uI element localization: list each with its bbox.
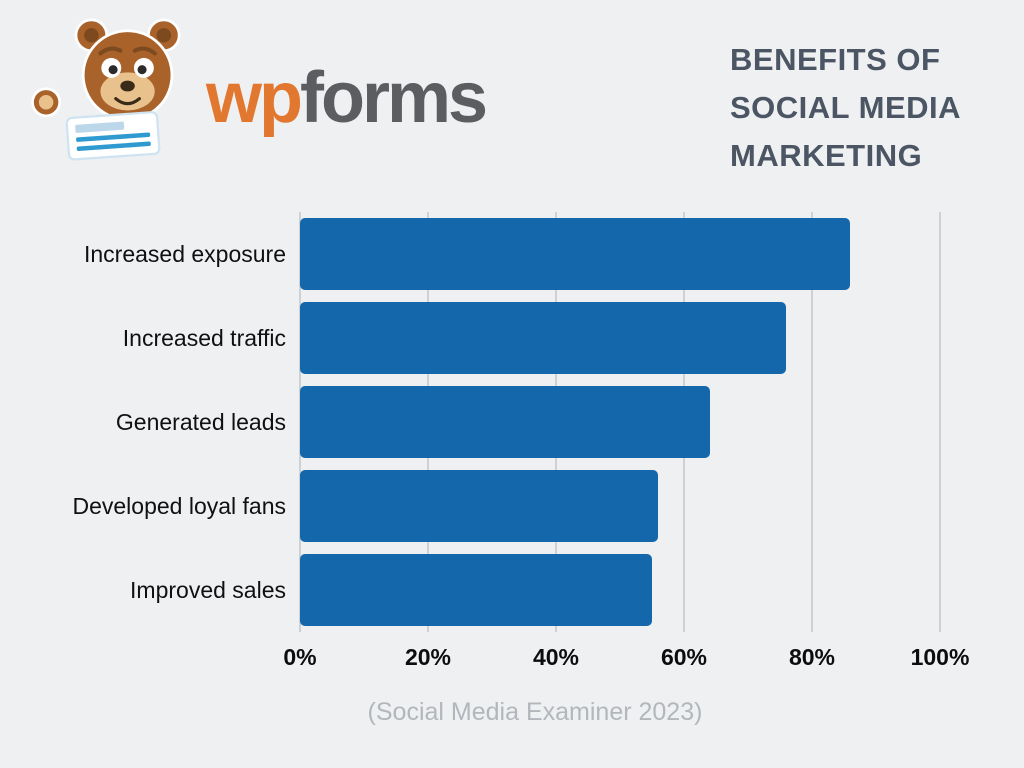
bar-developed-loyal-fans [300,470,659,542]
plot-area [299,212,941,632]
bar-row [300,380,940,464]
brand-wp-text: wp [206,57,303,138]
bar-row [300,548,940,632]
bar-row [300,296,940,380]
bar-row [300,464,940,548]
bars [300,212,940,632]
bear-mascot-icon [28,10,200,167]
brand-forms-text: forms [299,57,488,138]
category-label: Increased exposure [83,240,286,267]
x-tick-label: 20% [404,644,452,670]
bar-row [300,212,940,296]
gridline [811,212,813,632]
x-tick-label: 80% [788,644,836,670]
category-labels: Increased exposure Increased traffic Gener… [0,212,286,632]
x-tick-label: 100% [910,644,970,670]
category-label: Improved sales [130,576,286,603]
x-tick-label: 40% [532,644,580,670]
chart-title-line-3: MARKETING [730,138,923,173]
bar-increased-exposure [300,218,851,290]
category-label: Generated leads [115,408,286,435]
chart-title: BENEFITS OF SOCIAL MEDIA MARKETING [730,36,961,180]
category-label: Developed loyal fans [72,492,286,519]
category-label: Increased traffic [122,324,286,351]
x-axis: 0% 20% 40% 60% 80% 100% [283,644,969,676]
chart-title-line-2: SOCIAL MEDIA [730,90,962,125]
x-tick-label: 60% [660,644,708,670]
brand-wordmark: wpforms [206,62,488,134]
source-caption: (Social Media Examiner 2023) [367,698,703,726]
chart-title-line-1: BENEFITS OF [730,42,941,77]
gridline [939,212,941,632]
bar-improved-sales [300,554,652,626]
bar-increased-traffic [300,302,787,374]
bar-generated-leads [300,386,710,458]
x-tick-label: 0% [283,644,317,670]
wpforms-logo: wpforms [28,10,488,167]
